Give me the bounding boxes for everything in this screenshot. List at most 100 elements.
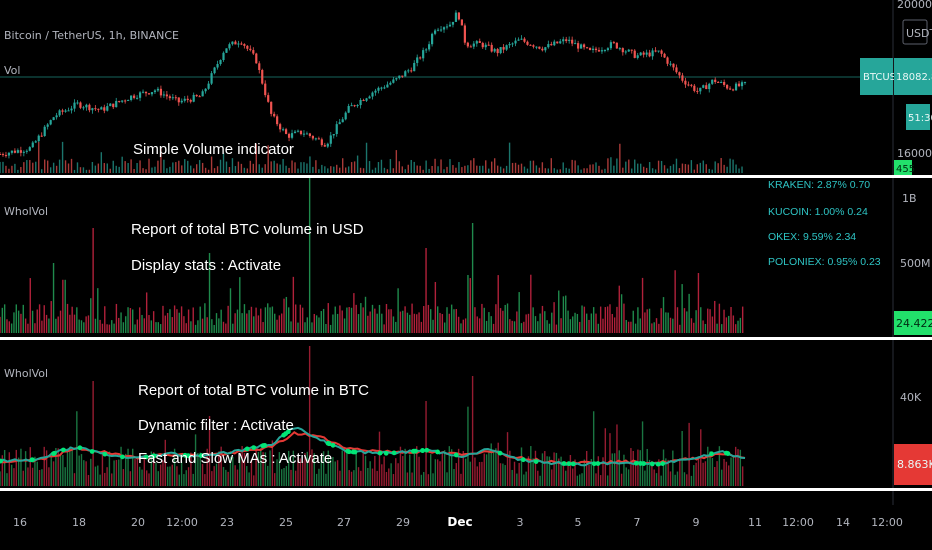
candle-body — [374, 90, 377, 93]
btc-volume-bar — [502, 463, 504, 486]
btc-volume-bar — [213, 466, 215, 486]
currency-box[interactable] — [902, 19, 928, 45]
wholvol-btc-label[interactable]: WholVol — [4, 367, 48, 380]
candle-body — [609, 42, 612, 49]
btc-volume-bar — [176, 466, 178, 486]
btc-volume-bar — [180, 461, 183, 486]
btc-volume-bar — [488, 451, 490, 486]
candle-body — [73, 102, 76, 109]
btc-volume-bar — [225, 469, 227, 486]
filter-point — [655, 461, 661, 467]
panel-separator-1[interactable] — [0, 175, 932, 178]
filter-point — [435, 449, 440, 455]
candle-body — [588, 47, 592, 50]
btc-volume-bar — [511, 469, 513, 486]
usd-volume-bar — [669, 317, 672, 333]
volume-bar — [190, 165, 192, 173]
candle-body — [25, 150, 28, 152]
candle-body — [550, 44, 553, 46]
time-axis[interactable]: 16 18 20 12:00 23 25 27 29 Dec 3 5 7 9 11 12:00 14 12:00 — [13, 515, 903, 529]
candle-body — [535, 46, 538, 48]
candle-body — [478, 41, 481, 43]
btc-volume-bar — [262, 452, 264, 486]
volume-bar — [58, 159, 61, 173]
time-tick-label: 3 — [517, 516, 524, 529]
usd-volume-bar — [588, 319, 590, 333]
usd-volume-bar — [627, 321, 630, 333]
filter-point — [709, 451, 714, 457]
currency-label[interactable]: USDT — [906, 27, 932, 40]
usd-volume-bar — [471, 223, 474, 333]
candle-body — [624, 51, 627, 53]
btc-volume-bar — [495, 448, 497, 486]
btc-volume-bar — [239, 457, 241, 486]
btc-volume-bar — [565, 470, 567, 486]
candle-body — [317, 138, 320, 140]
volume-bar — [46, 160, 49, 173]
btc-volume-bar — [69, 446, 71, 486]
usd-volume-bar — [599, 306, 602, 333]
btc-volume-bar — [101, 451, 104, 486]
candle-body — [621, 48, 624, 53]
usd-volume-bar — [355, 304, 357, 333]
time-tick-label: 11 — [748, 516, 762, 529]
volume-bar — [225, 161, 228, 173]
symbol-title[interactable]: Bitcoin / TetherUS, 1h, BINANCE — [4, 29, 179, 42]
volume-bar — [723, 164, 725, 173]
volume-bar — [464, 165, 466, 173]
candle-body — [144, 91, 148, 94]
usd-volume-bar — [457, 316, 460, 333]
usd-volume-bar — [739, 317, 742, 333]
candle-body — [562, 39, 565, 42]
volume-bar — [604, 168, 606, 173]
wholvol-usd-label[interactable]: WholVol — [4, 205, 48, 218]
candle-body — [368, 96, 371, 99]
btc-volume-bar — [218, 451, 220, 486]
btc-volume-bar — [509, 450, 511, 486]
whole-volume-btc-series — [0, 346, 744, 486]
btc-volume-bar — [313, 453, 315, 486]
btc-volume-bar — [592, 411, 595, 486]
candle-body — [737, 83, 741, 87]
btc-volume-bar — [513, 461, 516, 486]
usd-volume-bar — [430, 309, 432, 333]
candle-body — [529, 44, 532, 46]
usd-volume-bar — [516, 311, 518, 333]
usd-volume-bar — [176, 309, 178, 333]
candle-body — [597, 50, 601, 52]
vol-indicator-label[interactable]: Vol — [4, 64, 20, 77]
usd-volume-bar — [143, 318, 146, 333]
volume-bar — [547, 168, 550, 173]
btc-volume-bar — [660, 475, 662, 486]
volume-bar — [383, 167, 386, 173]
usd-volume-bar — [50, 301, 52, 333]
usd-volume-bar — [676, 307, 679, 333]
usd-volume-bar — [164, 315, 166, 333]
usd-volume-bar — [113, 323, 115, 333]
usd-volume-bar — [704, 323, 707, 333]
volume-bar — [410, 159, 412, 173]
volume-bar — [610, 157, 612, 173]
usd-volume-bar — [602, 318, 604, 333]
panel-separator-2[interactable] — [0, 337, 932, 340]
btc-volume-bar — [294, 470, 297, 486]
btc-volume-bar — [409, 454, 411, 486]
usd-volume-bar — [227, 305, 229, 333]
candle-body — [332, 134, 335, 136]
btc-volume-bar — [555, 452, 558, 486]
filter-point — [345, 448, 351, 454]
usd-volume-bar — [534, 316, 537, 333]
usd-volume-bar — [152, 311, 155, 333]
last-price-tag — [894, 58, 932, 95]
btc-volume-bar — [383, 456, 385, 486]
btc-volume-bar — [385, 471, 388, 486]
btc-volume-bar — [118, 459, 120, 486]
p2-tick-1b: 1B — [902, 192, 917, 205]
volume-bar — [374, 167, 377, 173]
volume-bar — [598, 165, 600, 173]
btc-volume-bar — [669, 471, 672, 486]
candle-body — [654, 50, 657, 52]
btc-volume-bar — [281, 469, 283, 486]
btc-volume-bar — [292, 450, 295, 486]
filter-point — [520, 457, 526, 463]
